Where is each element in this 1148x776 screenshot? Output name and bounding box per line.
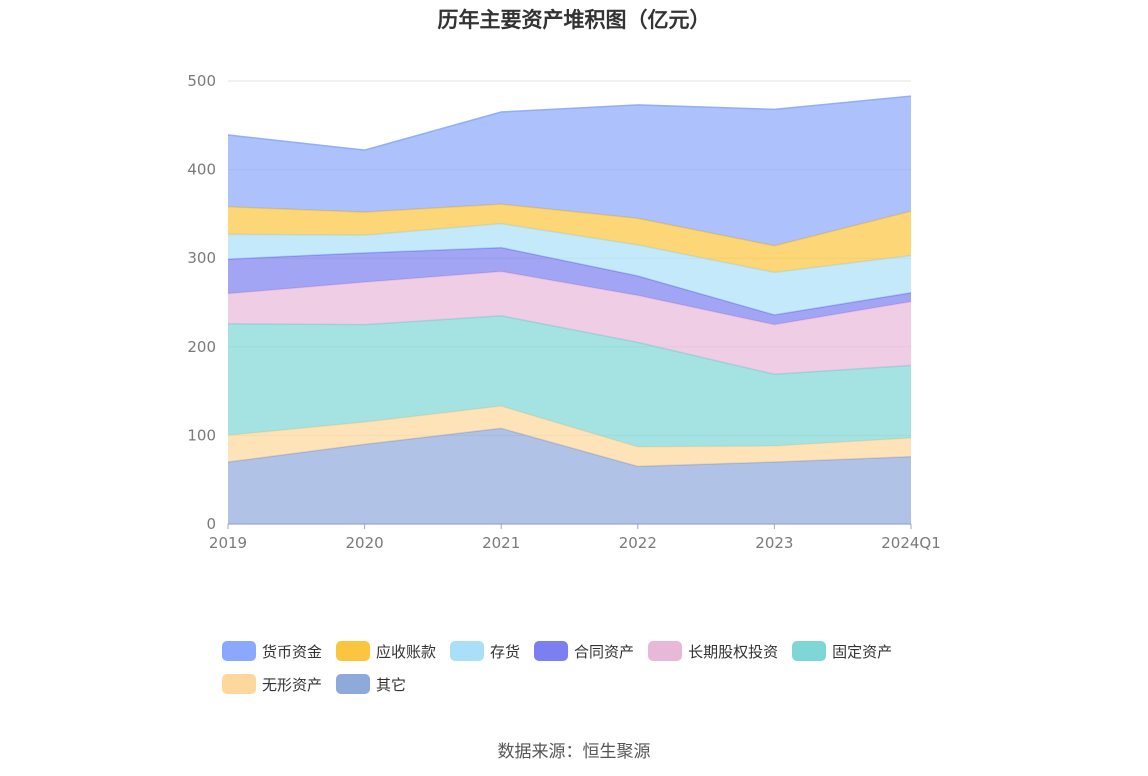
legend-label: 合同资产 [574,642,635,661]
legend-item[interactable]: 货币资金 [222,640,322,662]
x-tick-label: 2020 [346,534,384,552]
legend-swatch [648,641,683,661]
legend-item[interactable]: 合同资产 [534,640,634,662]
line-series-7 [227,95,912,151]
area-series-3 [228,271,911,375]
x-tick-label: 2023 [755,534,793,552]
y-tick-label: 400 [187,161,216,179]
legend-item[interactable]: 固定资产 [792,640,892,662]
legend-label: 长期股权投资 [688,642,779,661]
legend-swatch [222,641,256,661]
legend-item[interactable]: 存货 [450,640,520,662]
legend-item[interactable]: 应收账款 [336,640,436,662]
data-source: 数据来源：恒生聚源 [497,742,651,762]
area-series-5 [228,223,911,315]
legend-swatch [792,641,827,661]
chart-title: 历年主要资产堆积图（亿元） [437,8,711,32]
stacked-area-chart: 0 100 200 300 400 500 2019 2020 2021 2022 2023 2024… [187,72,941,552]
chart-legend: 货币资金 应收账款 存货 合同资产 长期股权投资 固定资产无形资产 其它 [222,640,942,706]
y-tick-label: 500 [187,72,216,90]
legend-swatch [534,641,569,661]
legend-label: 存货 [490,642,521,661]
legend-swatch [222,674,256,694]
x-tick-label: 2024Q1 [881,534,941,552]
legend-label: 货币资金 [262,642,323,661]
x-tick-label: 2019 [209,534,247,552]
area-series-2 [228,315,911,447]
legend-label: 无形资产 [262,675,323,694]
x-tick-label: 2022 [619,534,657,552]
area-series-0 [228,428,911,524]
legend-swatch [450,641,485,661]
area-series-1 [228,406,911,467]
legend-item[interactable]: 长期股权投资 [648,640,778,662]
legend-label: 应收账款 [376,642,437,661]
legend-swatch [336,674,371,694]
legend-label: 固定资产 [832,642,893,661]
legend-label: 其它 [376,675,407,694]
y-tick-label: 300 [187,249,216,267]
y-tick-label: 200 [187,338,216,356]
legend-item[interactable]: 其它 [336,673,406,695]
x-tick-label: 2021 [482,534,520,552]
area-series-7 [228,96,911,246]
area-series-6 [228,204,911,273]
legend-swatch [336,641,371,661]
legend-item[interactable]: 无形资产 [222,673,322,695]
y-tick-label: 0 [206,515,216,533]
y-tick-label: 100 [187,426,216,444]
